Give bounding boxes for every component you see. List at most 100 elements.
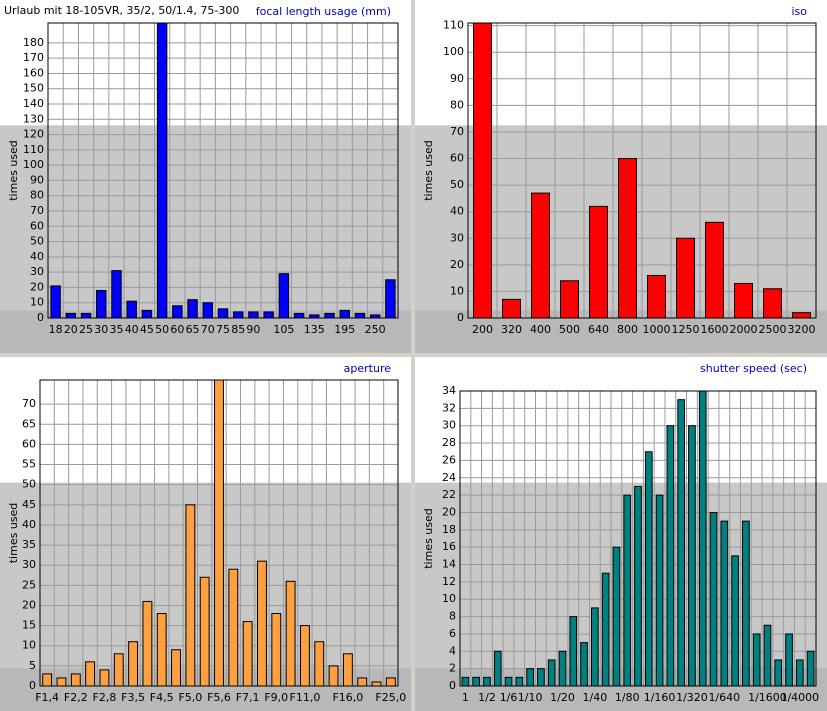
bar — [99, 669, 110, 687]
y-tick-label: 110 — [23, 143, 44, 156]
x-tick-label: 85 — [231, 323, 245, 336]
bar — [580, 642, 588, 687]
x-tick-label: 20 — [64, 323, 78, 336]
y-tick-label: 6 — [449, 627, 456, 640]
y-tick-label: 45 — [22, 498, 36, 511]
y-tick-label: 80 — [30, 189, 44, 202]
bar — [285, 580, 296, 687]
x-tick-label: F5,0 — [178, 691, 202, 704]
x-tick-label: F1,4 — [35, 691, 59, 704]
bar — [96, 289, 107, 319]
x-tick-label: 1/320 — [676, 691, 708, 704]
bar — [547, 659, 556, 687]
y-tick-label: 80 — [450, 98, 464, 111]
y-tick-label: 50 — [22, 478, 36, 491]
bar — [472, 676, 481, 687]
bar — [531, 192, 550, 319]
x-tick-label: 135 — [304, 323, 325, 336]
bar — [591, 607, 599, 687]
y-tick-label: 0 — [37, 311, 44, 324]
x-tick-label: 1/2 — [478, 691, 496, 704]
bar — [792, 312, 811, 319]
bar — [644, 451, 653, 687]
y-tick-label: 18 — [442, 523, 456, 536]
x-tick-label: F4,5 — [150, 691, 174, 704]
x-tick-label: 50 — [155, 323, 169, 336]
bar — [293, 312, 305, 319]
bar — [688, 425, 696, 687]
bar — [248, 311, 259, 319]
bar — [461, 676, 470, 687]
x-tick-label: 1/640 — [708, 691, 740, 704]
x-tick-label: 1 — [462, 691, 469, 704]
y-tick-label: 60 — [450, 152, 464, 165]
x-tick-label: 1000 — [643, 323, 671, 336]
y-tick-label: 4 — [449, 644, 456, 657]
y-tick-label: 10 — [442, 592, 456, 605]
bar — [42, 673, 53, 687]
y-tick-label: 32 — [442, 401, 456, 414]
plot-frame — [47, 22, 399, 319]
bar — [142, 600, 153, 687]
bar — [502, 298, 521, 319]
bar — [537, 668, 545, 687]
x-tick-label: 65 — [186, 323, 200, 336]
bar — [50, 285, 61, 319]
x-tick-label: F5,6 — [207, 691, 231, 704]
bar — [357, 677, 368, 687]
x-tick-label: F3,5 — [121, 691, 145, 704]
x-tick-label: 250 — [365, 323, 386, 336]
bar — [647, 274, 666, 319]
y-tick-label: 70 — [30, 204, 44, 217]
bar — [141, 309, 153, 319]
plot-frame — [39, 379, 399, 687]
bar — [731, 555, 739, 687]
chart-title: focal length usage (mm) — [256, 5, 391, 18]
chart-panel: 0 5 10 15 20 25 30 35 40 45 50 55 60 65 70 F1,4 F2,2 F2,8… — [0, 357, 411, 711]
x-tick-label: 1/1600 — [748, 691, 787, 704]
bar — [70, 673, 81, 687]
bar — [763, 624, 772, 687]
y-tick-label: 16 — [442, 540, 456, 553]
y-axis-label: times used — [7, 503, 20, 564]
y-tick-label: 90 — [450, 72, 464, 85]
y-tick-label: 110 — [443, 19, 464, 32]
x-tick-label: 2000 — [730, 323, 758, 336]
bar — [339, 309, 350, 319]
x-tick-label: 200 — [472, 323, 493, 336]
y-tick-label: 34 — [442, 384, 456, 397]
bar — [742, 520, 750, 687]
y-tick-label: 0 — [457, 311, 464, 324]
bar — [324, 312, 335, 319]
chart-title: aperture — [344, 362, 392, 375]
bar — [385, 279, 396, 319]
bar — [217, 308, 229, 319]
bar — [666, 425, 675, 687]
bar — [634, 485, 642, 687]
x-tick-label: 400 — [530, 323, 551, 336]
bar — [85, 661, 96, 687]
bar — [65, 312, 77, 319]
y-tick-label: 28 — [442, 436, 456, 449]
bar — [785, 633, 793, 687]
y-tick-label: 12 — [442, 575, 456, 588]
x-tick-label: 18 — [49, 323, 63, 336]
bar — [228, 568, 239, 687]
chart-title: shutter speed (sec) — [700, 362, 807, 375]
bar — [111, 270, 122, 319]
x-tick-label: F2,8 — [93, 691, 117, 704]
y-tick-label: 20 — [30, 280, 44, 293]
bar — [214, 379, 224, 687]
bar — [601, 572, 610, 687]
bar — [806, 650, 815, 687]
x-tick-label: F11,0 — [290, 691, 321, 704]
y-tick-label: 20 — [22, 598, 36, 611]
bar — [677, 399, 685, 687]
y-tick-label: 0 — [29, 679, 36, 692]
chart-title: iso — [791, 5, 807, 18]
x-tick-label: F2,2 — [64, 691, 88, 704]
bar — [795, 659, 804, 687]
y-axis-label: times used — [422, 508, 435, 569]
